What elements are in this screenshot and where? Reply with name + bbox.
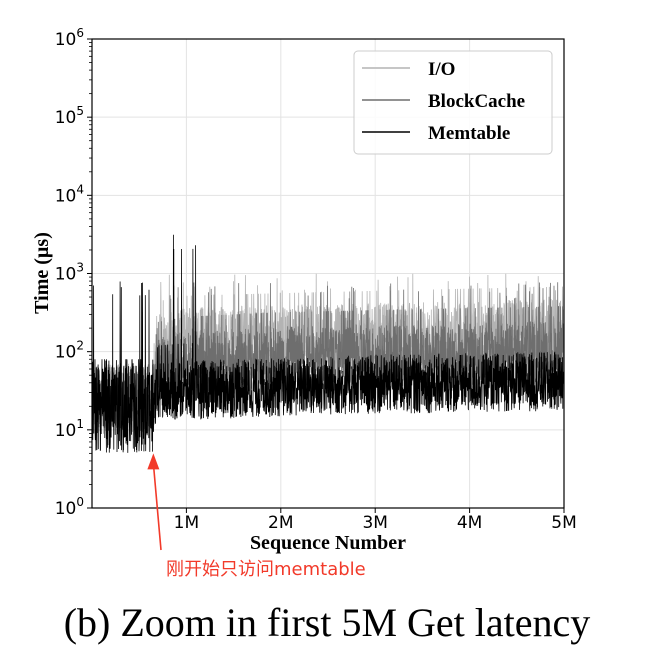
annotation-layer: 刚开始只访问memtable	[147, 453, 366, 580]
y-tick-label: 105	[55, 104, 84, 128]
y-tick-label: 104	[55, 182, 84, 206]
x-tick-label: 2M	[268, 513, 293, 533]
axis-ticks: 1M 2M 3M 4M 5M 100 101 102 103 104 105 106	[55, 26, 577, 533]
series-line-memtable	[92, 234, 564, 453]
legend: I/O BlockCache Memtable	[353, 50, 553, 155]
annotation-text: 刚开始只访问memtable	[166, 559, 366, 580]
annotation-arrow	[152, 463, 162, 551]
x-tick-label: 5M	[551, 513, 576, 533]
figure-caption: (b) Zoom in first 5M Get latency	[64, 600, 591, 645]
x-axis-title: Sequence Number	[250, 532, 406, 554]
legend-label-io: I/O	[428, 59, 455, 80]
y-tick-label: 103	[55, 261, 84, 285]
y-tick-label: 102	[55, 339, 84, 363]
legend-label-memtable: Memtable	[428, 123, 510, 144]
legend-box	[353, 50, 553, 155]
y-tick-label: 106	[55, 26, 84, 50]
series-layer	[92, 234, 564, 453]
legend-label-blockcache: BlockCache	[428, 91, 525, 112]
x-tick-label: 1M	[174, 513, 199, 533]
y-tick-label: 100	[55, 495, 84, 519]
annotation-arrowhead	[147, 453, 160, 470]
y-axis-title: Time (µs)	[31, 232, 53, 314]
x-tick-label: 4M	[457, 513, 482, 533]
x-tick-label: 3M	[362, 513, 387, 533]
y-tick-label: 101	[55, 417, 84, 441]
